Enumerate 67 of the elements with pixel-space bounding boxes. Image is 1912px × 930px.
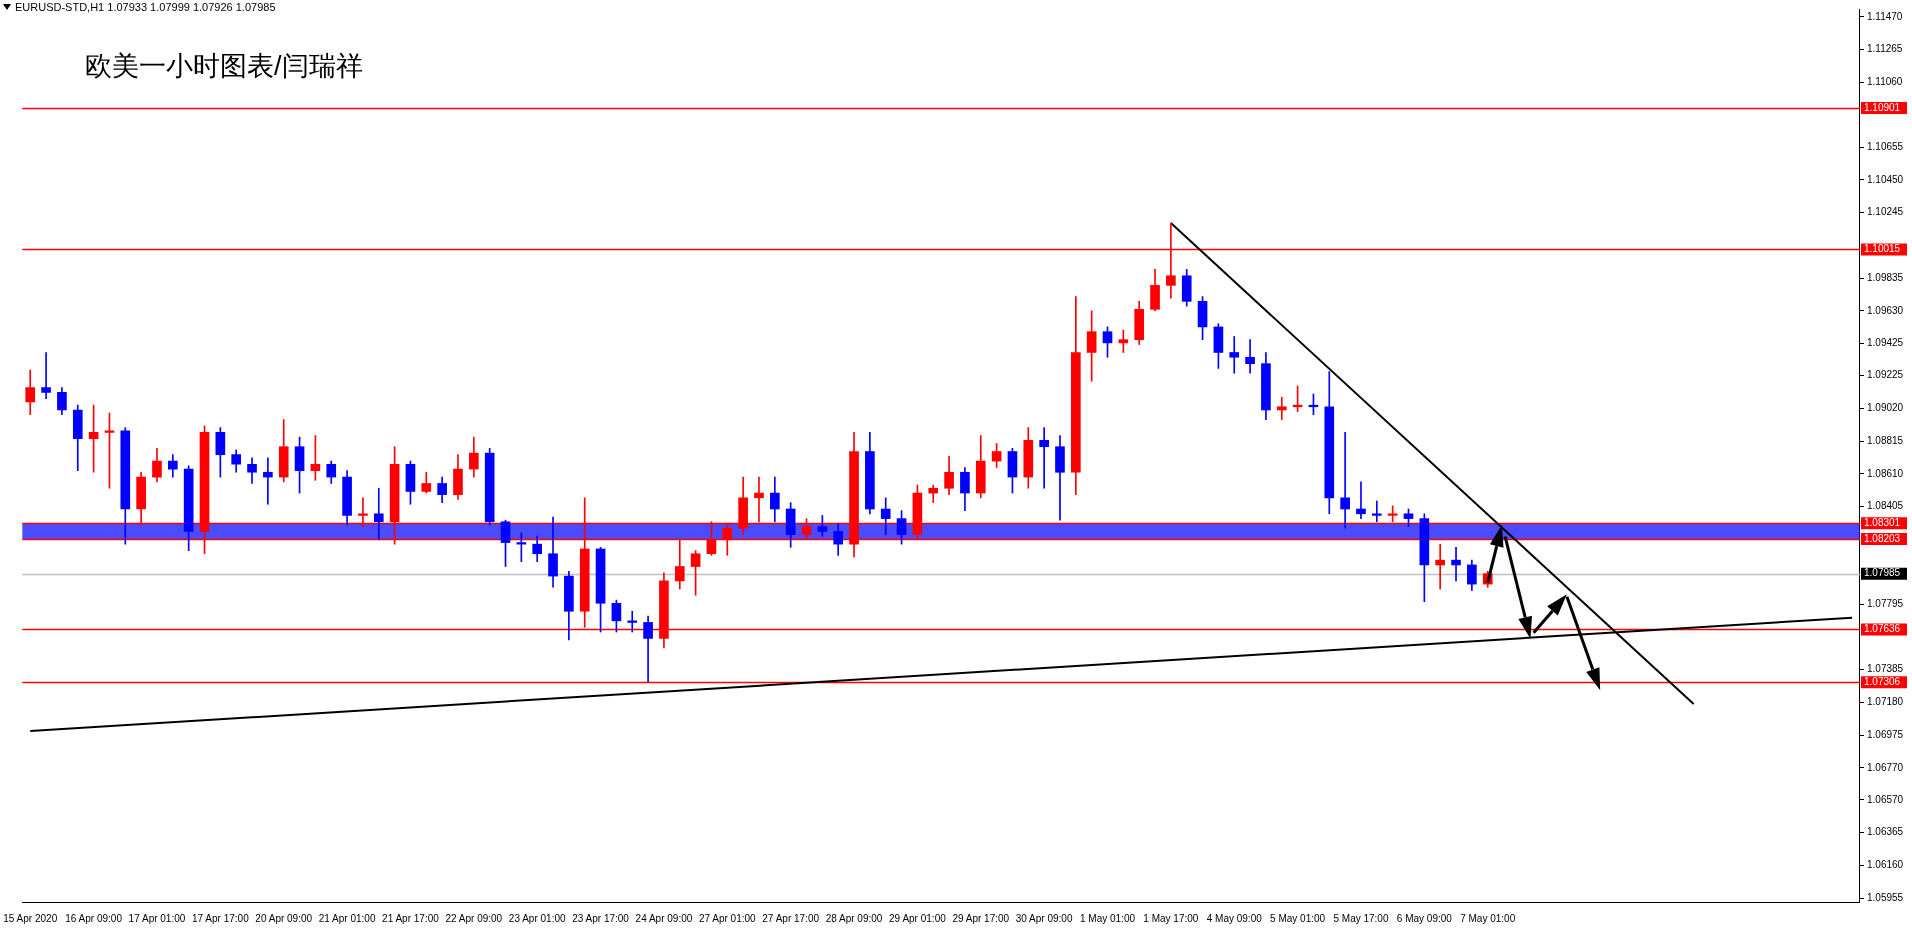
x-tick-label: 30 Apr 09:00 — [1015, 912, 1073, 924]
y-tick-label: 1.09835 — [1867, 271, 1904, 283]
y-tick-label: 1.06770 — [1867, 761, 1904, 773]
x-tick-label: 21 Apr 17:00 — [382, 912, 440, 924]
y-tick-label: 1.08610 — [1867, 467, 1904, 479]
y-tick-label: 1.11265 — [1867, 43, 1903, 55]
x-tick-label: 1 May 17:00 — [1143, 912, 1199, 924]
y-tick-label: 1.08815 — [1867, 434, 1904, 446]
y-tick-label: 1.09630 — [1867, 304, 1904, 316]
y-tick-label: 1.10450 — [1867, 173, 1904, 185]
x-tick-label: 17 Apr 01:00 — [128, 912, 186, 924]
y-tick-label: 1.10245 — [1867, 206, 1904, 218]
y-tick-label: 1.07385 — [1867, 663, 1904, 675]
candlestick — [263, 457, 273, 505]
y-tick-label: 1.09225 — [1867, 369, 1904, 381]
x-tick-label: 24 Apr 09:00 — [635, 912, 693, 924]
x-tick-label: 29 Apr 01:00 — [889, 912, 947, 924]
y-tick-label: 1.06975 — [1867, 728, 1904, 740]
y-tick-label: 1.07180 — [1867, 696, 1904, 708]
ref-line-label: 1.10901 — [1864, 101, 1901, 113]
candlestick — [1229, 336, 1240, 374]
x-tick-label: 21 Apr 01:00 — [318, 912, 376, 924]
ref-line-label: 1.08203 — [1864, 532, 1901, 544]
x-tick-label: 5 May 17:00 — [1333, 912, 1389, 924]
candlestick — [627, 610, 638, 633]
x-tick-label: 17 Apr 17:00 — [191, 912, 250, 924]
y-tick-label: 1.09425 — [1867, 337, 1904, 349]
candlestick — [1451, 547, 1461, 582]
y-tick-label: 1.05955 — [1867, 891, 1904, 903]
x-tick-label: 4 May 09:00 — [1206, 912, 1263, 924]
x-tick-label: 28 Apr 09:00 — [825, 912, 883, 924]
x-tick-label: 22 Apr 09:00 — [445, 912, 503, 924]
text: 欧美一小时图表/闫瑞祥 — [85, 50, 363, 83]
candlestick — [1371, 500, 1382, 523]
x-tick-label: 23 Apr 17:00 — [572, 912, 630, 924]
y-tick-label: 1.06365 — [1867, 826, 1904, 838]
x-tick-label: 15 Apr 2020 — [3, 912, 58, 924]
ref-line-label: 1.07306 — [1864, 675, 1901, 687]
ref-line-label: 1.07636 — [1864, 623, 1901, 635]
candlestick — [1039, 427, 1049, 489]
candlestick — [41, 352, 51, 400]
y-tick-label: 1.09020 — [1867, 402, 1904, 414]
ref-line-label: 1.07985 — [1864, 567, 1901, 579]
x-tick-label: 16 Apr 09:00 — [65, 912, 123, 924]
x-tick-label: 20 Apr 09:00 — [255, 912, 313, 924]
y-tick-label: 1.07795 — [1867, 597, 1904, 609]
x-tick-label: 29 Apr 17:00 — [952, 912, 1010, 924]
candlestick — [1356, 481, 1366, 519]
x-tick-label: 5 May 01:00 — [1270, 912, 1326, 924]
x-tick-label: 7 May 01:00 — [1460, 912, 1516, 924]
x-tick-label: 27 Apr 01:00 — [698, 912, 757, 924]
ref-line-label: 1.10015 — [1864, 243, 1901, 255]
y-tick-label: 1.08405 — [1867, 500, 1904, 512]
candlestick — [1435, 543, 1446, 590]
y-tick-label: 1.06160 — [1867, 859, 1904, 871]
y-tick-label: 1.11060 — [1867, 76, 1903, 88]
x-tick-label: 23 Apr 01:00 — [508, 912, 566, 924]
candlestick — [1276, 396, 1287, 420]
ref-line-label: 1.08301 — [1864, 516, 1901, 528]
x-tick-label: 6 May 09:00 — [1396, 912, 1453, 924]
y-tick-label: 1.10655 — [1867, 140, 1904, 152]
annotation: EURUSD-STD,H1 1.07933 1.07999 1.07926 1.07985 — [15, 1, 276, 13]
y-tick-label: 1.06570 — [1867, 793, 1904, 805]
y-tick-label: 1.11470 — [1867, 10, 1903, 22]
x-tick-label: 1 May 01:00 — [1079, 912, 1136, 924]
candlestick — [1245, 339, 1255, 374]
x-tick-label: 27 Apr 17:00 — [762, 912, 820, 924]
